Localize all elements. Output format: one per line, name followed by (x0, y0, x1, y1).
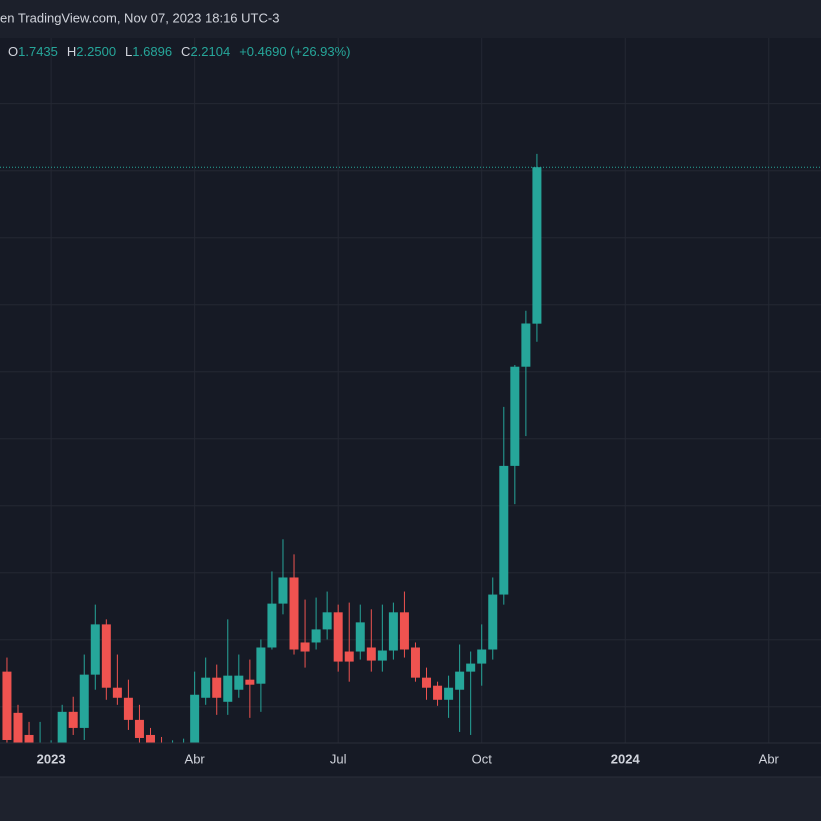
ohlc-value: 1.7435 (18, 44, 58, 59)
candle-body (223, 675, 233, 702)
ohlc-legend: O1.7435 H2.2500 L1.6896 C2.2104 +0.4690 (+26… (8, 44, 351, 59)
candle-body (278, 577, 288, 604)
candle-body (134, 719, 144, 738)
ohlc-key: H (67, 44, 76, 59)
candle-body (267, 603, 277, 648)
candle-body (300, 642, 310, 652)
candle-body (256, 647, 266, 684)
x-tick-label: 2024 (611, 751, 641, 766)
candle-body (422, 677, 432, 688)
candle-body (212, 677, 222, 698)
candle-body (433, 685, 443, 700)
candle-body (201, 677, 211, 698)
x-tick-label: Oct (472, 751, 493, 766)
candle-body (68, 711, 78, 728)
ohlc-key: L (125, 44, 132, 59)
candles (0, 153, 821, 743)
candle-body (57, 711, 67, 743)
x-tick-label: 2023 (37, 751, 66, 766)
candle-body (123, 697, 133, 720)
candle-body (333, 612, 343, 662)
ohlc-key: O (8, 44, 18, 59)
candle-body (190, 694, 200, 743)
candle-body (245, 679, 255, 685)
candle-body (13, 712, 23, 743)
candle-body (410, 647, 420, 678)
candle-body (90, 624, 100, 675)
x-tick-label: Jul (330, 751, 347, 766)
bottom-toolbar (0, 777, 821, 821)
candle-body (521, 323, 531, 367)
ohlc-key: C (181, 44, 190, 59)
candle-body (145, 734, 155, 743)
header-bar (0, 0, 821, 38)
candle-body (2, 671, 12, 740)
candle-body (322, 612, 332, 630)
x-tick-label: Abr (759, 751, 780, 766)
ohlc-change: +0.4690 (+26.93%) (239, 44, 350, 59)
candle-body (24, 734, 34, 743)
candle-body (532, 167, 542, 324)
candle-body (355, 622, 365, 652)
candle-body (399, 612, 409, 650)
candle-body (112, 687, 122, 698)
candle-body (510, 366, 520, 466)
ohlc-value: 2.2104 (190, 44, 230, 59)
candle-body (234, 675, 244, 690)
candle-body (477, 649, 487, 664)
candle-body (499, 465, 509, 595)
x-axis: 2023 Abr Jul Oct 2024 Abr (37, 751, 780, 766)
candle-body (377, 650, 387, 661)
candle-body (388, 612, 398, 651)
candle-body (311, 629, 321, 643)
source-caption: en TradingView.com, Nov 07, 2023 18:16 U… (0, 10, 279, 25)
candle-body (488, 594, 498, 650)
candle-body (79, 674, 89, 728)
ohlc-value: 1.6896 (132, 44, 172, 59)
candle-body (466, 663, 476, 672)
candle-body (455, 671, 465, 690)
ohlc-value: 2.2500 (76, 44, 116, 59)
candle-body (444, 687, 454, 700)
candle-body (344, 651, 354, 662)
candle-body (101, 624, 111, 688)
candle-body (366, 647, 376, 661)
x-tick-label: Abr (185, 751, 206, 766)
candle-body (289, 577, 299, 650)
